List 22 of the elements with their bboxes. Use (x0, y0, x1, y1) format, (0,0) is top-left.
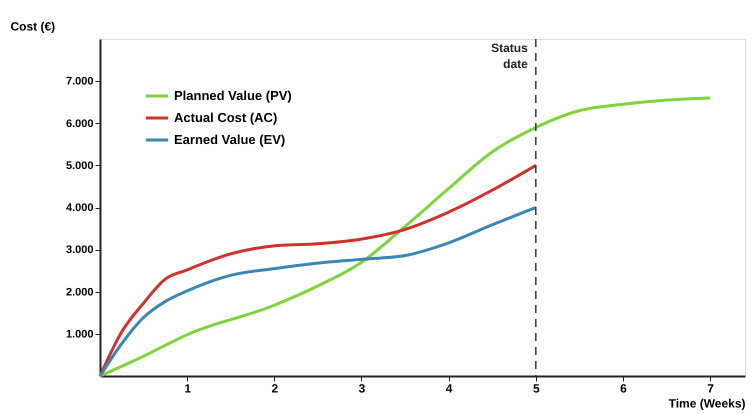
x-tick-label: 4 (446, 382, 453, 396)
x-tick-label: 3 (358, 382, 366, 396)
y-axis-title: Cost (€) (10, 20, 56, 34)
x-tick-label: 2 (271, 382, 278, 396)
x-tick-label: 6 (620, 382, 628, 396)
y-tick-label: 6.000 (66, 118, 94, 130)
y-tick-label: 5.000 (66, 160, 94, 172)
line-series (98, 206, 538, 378)
y-tick-label: 3.000 (66, 244, 94, 256)
legend-label: Earned Value (EV) (174, 132, 286, 147)
y-tick-label: 1.000 (66, 328, 94, 340)
x-axis-title: Time (Weeks) (668, 396, 746, 410)
x-tick-label: 7 (707, 382, 714, 396)
legend-label: Planned Value (PV) (174, 88, 292, 103)
x-tick-label: 5 (532, 382, 540, 396)
x-tick-label: 1 (184, 382, 192, 396)
legend-label: Actual Cost (AC) (174, 110, 278, 125)
ref-line-label: Status date (491, 41, 528, 71)
y-tick-label: 2.000 (66, 286, 94, 298)
y-tick-label: 4.000 (66, 202, 94, 214)
line-series (98, 164, 538, 378)
y-tick-label: 7.000 (66, 76, 94, 88)
